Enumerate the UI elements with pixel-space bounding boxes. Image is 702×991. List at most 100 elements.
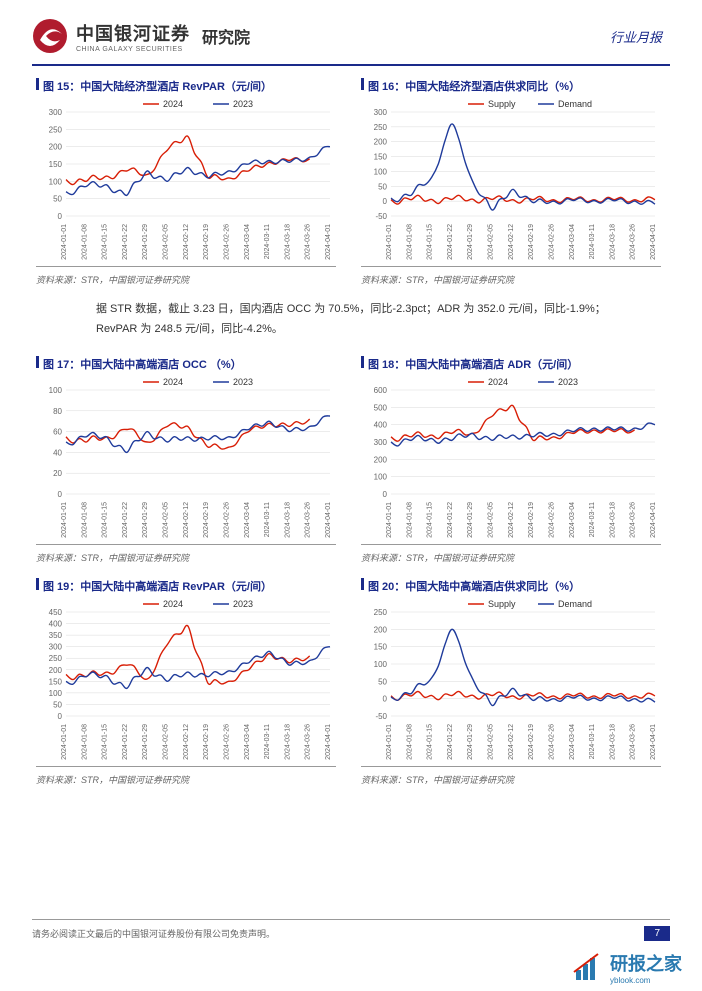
svg-text:250: 250: [374, 608, 388, 617]
svg-text:2024-01-01: 2024-01-01: [386, 723, 393, 759]
fig20-title: 图 20：中国大陆中高端酒店供求同比（%）: [368, 574, 580, 594]
svg-text:2024-02-12: 2024-02-12: [183, 723, 190, 759]
watermark-en: yblook.com: [610, 976, 682, 985]
fig19-title: 图 19：中国大陆中高端酒店 RevPAR（元/间）: [43, 574, 272, 594]
fig15-title: 图 15：中国大陆经济型酒店 RevPAR（元/间）: [43, 74, 272, 94]
fig17-chart: 0204060801002024-01-012024-01-082024-01-…: [36, 372, 336, 542]
svg-text:2024-01-22: 2024-01-22: [447, 723, 454, 759]
svg-text:Demand: Demand: [558, 599, 592, 609]
watermark: 研报之家 yblook.com: [572, 950, 682, 985]
svg-text:100: 100: [49, 688, 63, 697]
svg-text:2024-02-05: 2024-02-05: [488, 501, 495, 537]
svg-text:2024-01-15: 2024-01-15: [102, 723, 109, 759]
svg-text:100: 100: [374, 472, 388, 481]
svg-text:2023: 2023: [233, 99, 253, 109]
fig15-chart: 0501001502002503002024-01-012024-01-0820…: [36, 94, 336, 264]
svg-text:2024-01-08: 2024-01-08: [406, 723, 413, 759]
svg-text:2024-02-19: 2024-02-19: [528, 723, 535, 759]
svg-text:400: 400: [49, 619, 63, 628]
svg-text:0: 0: [383, 490, 388, 499]
svg-text:2024: 2024: [163, 599, 183, 609]
svg-text:0: 0: [58, 490, 63, 499]
svg-text:2024-04-01: 2024-04-01: [650, 501, 657, 537]
svg-text:2024: 2024: [488, 377, 508, 387]
svg-text:-50: -50: [375, 212, 387, 221]
svg-text:2024-03-11: 2024-03-11: [589, 723, 596, 758]
svg-text:2024-04-01: 2024-04-01: [650, 224, 657, 260]
svg-text:2024-02-12: 2024-02-12: [183, 501, 190, 537]
body-paragraph: 据 STR 数据，截止 3.23 日，国内酒店 OCC 为 70.5%，同比-2…: [36, 296, 666, 346]
svg-text:2024-01-01: 2024-01-01: [386, 501, 393, 537]
svg-text:2024-02-26: 2024-02-26: [548, 501, 555, 537]
svg-text:2024-03-18: 2024-03-18: [284, 501, 291, 537]
svg-text:2024-01-01: 2024-01-01: [386, 224, 393, 260]
svg-text:2024-01-22: 2024-01-22: [122, 723, 129, 759]
svg-text:2024-02-26: 2024-02-26: [223, 224, 230, 260]
svg-text:2024-03-18: 2024-03-18: [284, 224, 291, 260]
svg-text:2024-02-19: 2024-02-19: [203, 723, 210, 759]
svg-text:350: 350: [49, 631, 63, 640]
svg-text:2024-03-11: 2024-03-11: [264, 224, 271, 259]
svg-text:Supply: Supply: [488, 99, 516, 109]
svg-text:2024-02-19: 2024-02-19: [528, 224, 535, 260]
svg-text:2024-02-26: 2024-02-26: [548, 224, 555, 260]
fig18-source: 资料来源：STR，中国银河证券研究院: [361, 544, 661, 568]
svg-text:2024-01-29: 2024-01-29: [467, 723, 474, 759]
fig18-chart: 01002003004005006002024-01-012024-01-082…: [361, 372, 661, 542]
svg-text:2024-04-01: 2024-04-01: [325, 224, 332, 260]
svg-text:2024-01-22: 2024-01-22: [122, 224, 129, 260]
svg-text:2024-04-01: 2024-04-01: [325, 723, 332, 759]
svg-text:2024-03-18: 2024-03-18: [609, 501, 616, 537]
fig19-cell: 图 19：中国大陆中高端酒店 RevPAR（元/间） 0501001502002…: [36, 574, 336, 790]
svg-text:300: 300: [49, 642, 63, 651]
brand-logo-icon: [32, 18, 68, 54]
fig17-source: 资料来源：STR，中国银河证券研究院: [36, 544, 336, 568]
svg-text:2024-03-11: 2024-03-11: [264, 501, 271, 536]
svg-text:-50: -50: [375, 712, 387, 721]
fig18-title: 图 18：中国大陆中高端酒店 ADR（元/间）: [368, 352, 578, 372]
svg-text:2024-01-01: 2024-01-01: [61, 501, 68, 537]
charts-grid: 图 15：中国大陆经济型酒店 RevPAR（元/间） 0501001502002…: [0, 74, 702, 790]
svg-text:400: 400: [374, 420, 388, 429]
svg-text:2024-03-18: 2024-03-18: [609, 723, 616, 759]
svg-text:2024-02-26: 2024-02-26: [223, 723, 230, 759]
svg-text:200: 200: [374, 625, 388, 634]
svg-text:20: 20: [53, 469, 62, 478]
svg-text:2024-02-26: 2024-02-26: [223, 501, 230, 537]
svg-text:2024-01-15: 2024-01-15: [102, 501, 109, 537]
svg-text:150: 150: [374, 153, 388, 162]
svg-text:300: 300: [374, 108, 388, 117]
svg-text:2024: 2024: [163, 377, 183, 387]
svg-text:2024-02-26: 2024-02-26: [548, 723, 555, 759]
svg-text:2024-03-26: 2024-03-26: [630, 501, 637, 537]
svg-text:2024-02-05: 2024-02-05: [488, 224, 495, 260]
svg-text:2024-02-05: 2024-02-05: [163, 224, 170, 260]
svg-text:200: 200: [374, 455, 388, 464]
svg-text:2024-03-04: 2024-03-04: [569, 723, 576, 759]
svg-text:Demand: Demand: [558, 99, 592, 109]
svg-text:80: 80: [53, 406, 62, 415]
brand-block: 中国银河证券 CHINA GALAXY SECURITIES 研究院: [32, 18, 250, 54]
svg-text:50: 50: [378, 677, 387, 686]
svg-text:50: 50: [53, 700, 62, 709]
svg-text:2024-02-19: 2024-02-19: [528, 501, 535, 537]
fig15-source: 资料来源：STR，中国银河证券研究院: [36, 266, 336, 290]
svg-text:2023: 2023: [233, 377, 253, 387]
svg-text:2024-01-08: 2024-01-08: [81, 501, 88, 537]
fig16-source: 资料来源：STR，中国银河证券研究院: [361, 266, 661, 290]
fig20-chart: -500501001502002502024-01-012024-01-0820…: [361, 594, 661, 764]
svg-text:150: 150: [374, 642, 388, 651]
svg-text:2024-04-01: 2024-04-01: [325, 501, 332, 537]
svg-text:2024-03-11: 2024-03-11: [589, 224, 596, 259]
fig20-source: 资料来源：STR，中国银河证券研究院: [361, 766, 661, 790]
fig19-source: 资料来源：STR，中国银河证券研究院: [36, 766, 336, 790]
fig17-cell: 图 17：中国大陆中高端酒店 OCC （%） 0204060801002024-…: [36, 352, 336, 568]
fig18-cell: 图 18：中国大陆中高端酒店 ADR（元/间） 0100200300400500…: [361, 352, 661, 568]
page-footer: 请务必阅读正文最后的中国银河证券股份有限公司免责声明。 7: [32, 919, 670, 941]
svg-text:2024-03-18: 2024-03-18: [284, 723, 291, 759]
svg-text:2024-03-04: 2024-03-04: [244, 501, 251, 537]
watermark-icon: [572, 952, 604, 984]
svg-text:2024-03-26: 2024-03-26: [630, 723, 637, 759]
fig16-chart: -500501001502002503002024-01-012024-01-0…: [361, 94, 661, 264]
report-type-label: 行业月报: [610, 27, 670, 46]
